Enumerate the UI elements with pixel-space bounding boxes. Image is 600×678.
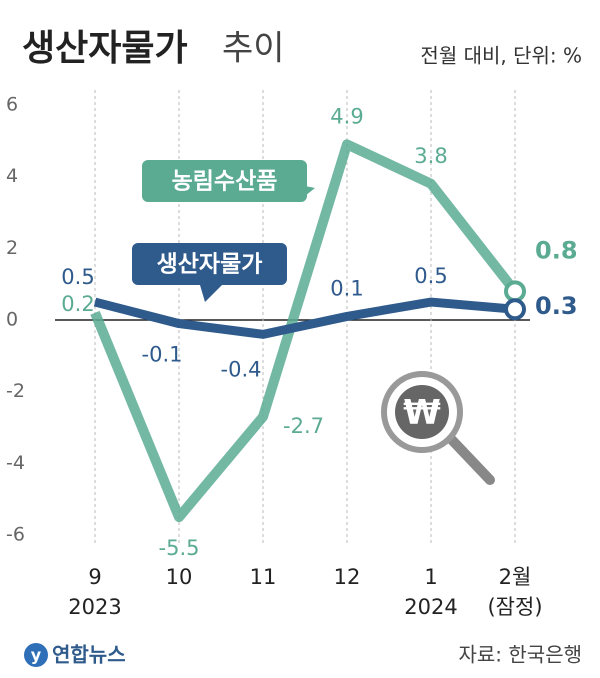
subtitle: 전월 대비, 단위: % <box>420 44 582 68</box>
svg-text:₩: ₩ <box>403 393 441 433</box>
x-tick-label: 10 <box>166 565 193 589</box>
legend-box <box>132 243 287 285</box>
legend-pointer <box>300 185 315 200</box>
x-tick-label: 2월 <box>499 565 532 589</box>
chart-title-suffix: 추이 <box>222 29 285 69</box>
x-tick-label: 1 <box>424 565 437 589</box>
y-tick-label: 6 <box>6 93 18 115</box>
y-tick-label: -4 <box>6 452 25 474</box>
y-tick-label: -6 <box>6 524 25 546</box>
legend-label: 농림수산품 <box>172 169 278 195</box>
x-tick-sublabel: (잠정) <box>487 595 542 619</box>
logo: y <box>24 643 48 667</box>
y-tick-label: -2 <box>6 380 25 402</box>
source: 자료: 한국은행 <box>459 643 583 667</box>
series-line <box>93 297 516 339</box>
logo-text: 연합뉴스 <box>52 643 126 667</box>
svg-text:y: y <box>31 646 42 665</box>
data-label: 0.8 <box>535 236 578 264</box>
end-marker <box>504 298 526 321</box>
data-label: -5.5 <box>159 536 200 560</box>
data-label: 0.3 <box>535 292 578 320</box>
data-label: -0.1 <box>142 343 183 367</box>
x-tick-label: 9 <box>88 565 101 589</box>
legend-pointer <box>200 285 222 302</box>
x-tick-sublabel: 2024 <box>404 595 457 619</box>
x-tick-label: 12 <box>334 565 361 589</box>
data-label: -0.4 <box>221 357 262 381</box>
x-tick-label: 11 <box>250 565 277 589</box>
x-tick-sublabel: 2023 <box>68 595 121 619</box>
y-tick-label: 4 <box>6 165 18 187</box>
series-line <box>90 139 519 523</box>
legend-box <box>142 160 307 202</box>
magnifier-icon: ₩ <box>381 371 495 485</box>
data-label: 0.1 <box>330 276 363 300</box>
data-label: 0.5 <box>61 265 94 289</box>
grid: -6 -4 -2 0 2 4 6 <box>6 90 530 546</box>
data-label: 0.5 <box>414 264 447 288</box>
chart-title: 생산자물가 <box>22 28 188 69</box>
y-tick-label: 0 <box>6 309 18 331</box>
end-marker <box>504 280 526 303</box>
data-label: 3.8 <box>414 144 447 168</box>
data-label: -2.7 <box>283 414 324 438</box>
legend-label: 생산자물가 <box>157 252 263 278</box>
data-label: 4.9 <box>330 104 363 128</box>
data-label: 0.2 <box>61 292 94 316</box>
y-tick-label: 2 <box>6 237 18 259</box>
